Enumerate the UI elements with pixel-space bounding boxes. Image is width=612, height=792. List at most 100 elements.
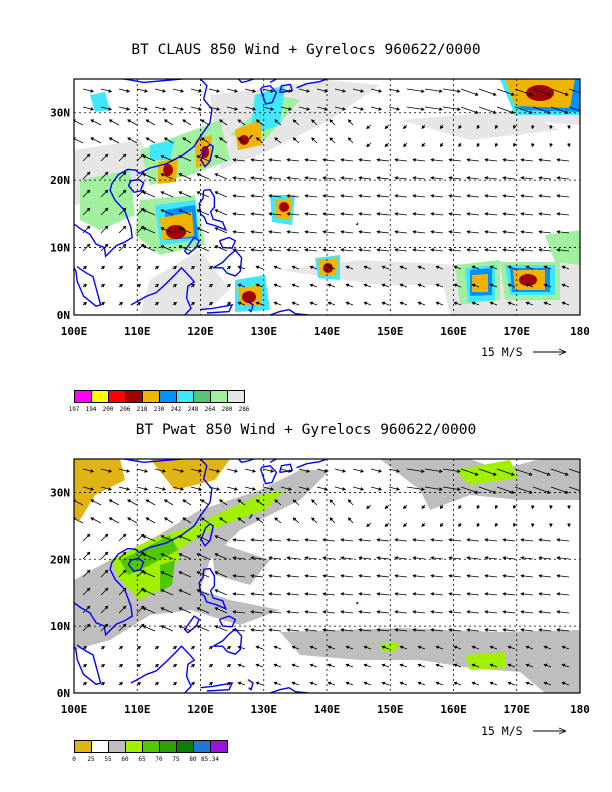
wind-vector-head	[160, 191, 165, 195]
wind-vector-head	[430, 194, 434, 198]
wind-vector-head	[366, 125, 371, 129]
wind-vector-head	[543, 283, 548, 288]
wind-vector-head	[512, 125, 517, 130]
wind-vector-head	[178, 245, 183, 249]
wind-vector-head	[104, 171, 109, 176]
wind-vector-head	[86, 225, 91, 230]
colorbar-swatch	[108, 390, 126, 403]
wind-vector-head	[144, 107, 149, 111]
wind-vector-head	[104, 243, 109, 248]
coastline-segment	[356, 222, 359, 226]
wind-vector-head	[144, 89, 149, 93]
colorbar-swatch	[176, 740, 194, 753]
wind-vector-head	[546, 110, 551, 114]
wind-vector-head	[528, 92, 533, 96]
wind-vector-head	[458, 125, 462, 130]
wind-vector-head	[520, 248, 524, 252]
wind-vector-head	[309, 283, 314, 288]
wind-vector-head	[531, 143, 535, 148]
wind-vector-head	[556, 176, 560, 180]
wind-vector-head	[196, 227, 201, 231]
wind-vector-head	[453, 283, 458, 288]
panel1-scale-arrow: 15 M/S	[481, 345, 567, 359]
wind-vector	[424, 106, 443, 110]
wind-vector-head	[122, 207, 127, 212]
lon-label: 170E	[504, 325, 531, 338]
wind-vector-head	[396, 89, 401, 93]
wind-vector-head	[163, 119, 168, 123]
wind-vector-head	[274, 137, 279, 141]
wind-vector-head	[214, 191, 219, 195]
lat-label: 0N	[57, 309, 70, 322]
wind-vector-head	[376, 212, 380, 216]
wind-vector-head	[561, 265, 566, 270]
colorbar-tick-label: 264	[204, 406, 216, 413]
wind-vector-head	[381, 265, 386, 270]
colorbar-swatch	[142, 740, 160, 753]
wind-vector-head	[178, 155, 183, 159]
wind-vector-head	[104, 207, 109, 212]
wind-vector	[514, 88, 533, 96]
wind-vector-head	[584, 111, 587, 113]
wind-vector-head	[507, 283, 512, 288]
wind-vector-head	[322, 212, 326, 216]
wind-vector-head	[104, 153, 109, 158]
wind-vector-head	[327, 265, 332, 270]
wind-vector-head	[268, 158, 272, 162]
colorbar-swatch	[74, 390, 92, 403]
panel1-coastline	[74, 79, 359, 315]
wind-vector-head	[142, 209, 147, 213]
colorbar-swatch	[125, 390, 143, 403]
wind-vector-head	[376, 230, 380, 234]
wind-vector-head	[358, 248, 362, 252]
wind-vector-head	[322, 248, 326, 252]
wind-vector-head	[360, 89, 365, 93]
colorbar-swatch	[159, 740, 177, 753]
wind-vector-head	[237, 137, 242, 141]
wind-vector-head	[556, 230, 560, 234]
wind-vector-head	[564, 92, 569, 96]
wind-vector-head	[311, 137, 315, 142]
wind-vector-head	[119, 301, 124, 306]
wind-vector-head	[214, 155, 219, 159]
wind-vector-head	[538, 176, 542, 180]
wind-vector-head	[502, 158, 506, 162]
colorbar-tick-label: 242	[170, 406, 182, 413]
wind-vector-head	[137, 301, 142, 306]
wind-vector-head	[430, 176, 434, 180]
wind-vector-head	[309, 265, 314, 270]
wind-vector-head	[502, 176, 506, 180]
wind-vector-head	[484, 212, 488, 216]
wind-vector-head	[214, 227, 219, 231]
panel1-title: BT CLAUS 850 Wind + Gyrelocs 960622/0000	[131, 42, 481, 58]
wind-vector-head	[384, 143, 389, 147]
colorbar-tick-label: 194	[85, 406, 97, 413]
wind-vector-head	[358, 176, 362, 180]
wind-vector-head	[250, 194, 254, 198]
wind-vector-head	[502, 248, 506, 252]
wind-vector-head	[250, 176, 254, 180]
wind-vector-head	[329, 119, 334, 124]
wind-vector-head	[543, 265, 548, 270]
wind-vector-head	[376, 176, 380, 180]
wind-vector-head	[439, 89, 443, 94]
wind-vector-head	[104, 225, 109, 230]
wind-vector-head	[218, 119, 223, 123]
wind-vector-head	[494, 125, 499, 130]
wind-vector-head	[489, 301, 494, 306]
wind-vector-head	[255, 301, 260, 306]
coastline-segment	[269, 308, 309, 315]
wind-vector-head	[122, 171, 127, 176]
wind-vector-head	[561, 283, 566, 288]
wind-vector	[406, 106, 425, 110]
wind-vector-head	[304, 194, 308, 198]
wind-vector-head	[421, 107, 425, 112]
wind-vector-head	[304, 212, 308, 216]
wind-vector-head	[182, 137, 187, 141]
wind-vector-head	[417, 301, 422, 306]
wind-vector-head	[363, 265, 368, 270]
wind-vector-head	[160, 209, 165, 213]
wind-vector-head	[268, 230, 272, 234]
wind-vector-head	[137, 283, 142, 288]
